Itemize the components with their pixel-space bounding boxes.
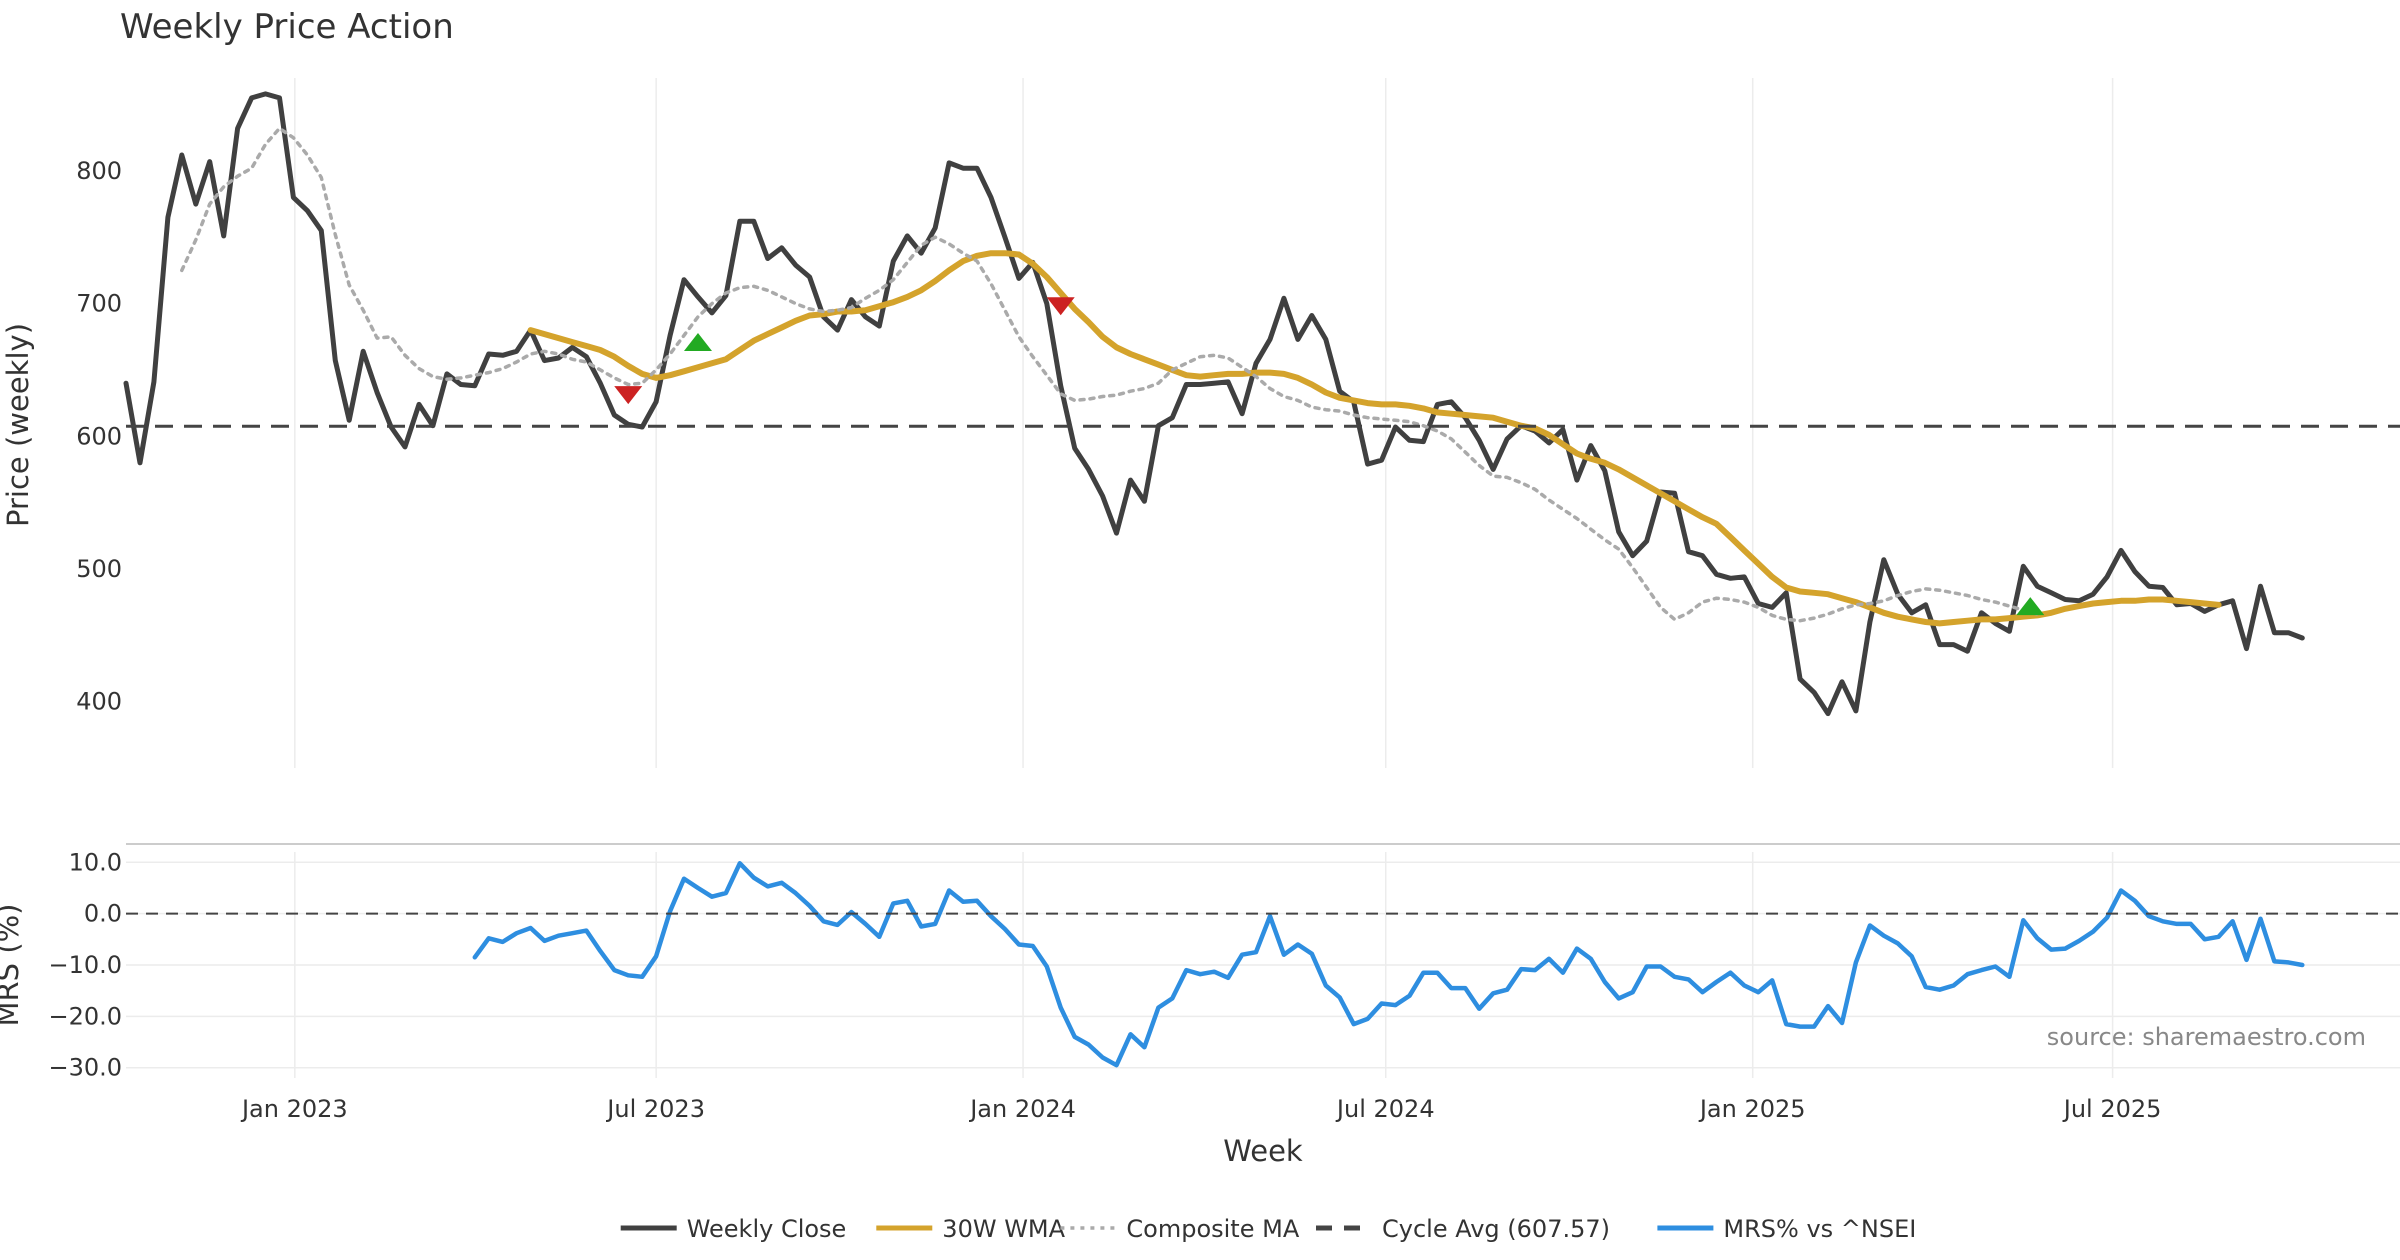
legend-label-cycle-avg-607-57: Cycle Avg (607.57) — [1382, 1215, 1610, 1243]
buy-signal-marker — [683, 333, 712, 352]
y-axis-label: MRS (%) — [0, 904, 25, 1027]
30w-wma-series — [527, 250, 2222, 627]
buy-signal-marker — [2016, 597, 2045, 616]
x-tick-label: Jan 2025 — [1698, 1095, 1806, 1123]
y-axis-label: Price (weekly) — [1, 323, 35, 527]
legend: Weekly Close 30W WMA Composite MA Cycle Avg… — [620, 1215, 1916, 1243]
x-tick-label: Jul 2024 — [1335, 1095, 1435, 1123]
sell-signal-marker — [1046, 297, 1075, 316]
x-tick-label: Jan 2023 — [240, 1095, 348, 1123]
y-tick-label: 700 — [76, 290, 122, 318]
chart-title: Weekly Price Action — [120, 7, 454, 47]
source-credit: source: sharemaestro.com — [2047, 1023, 2366, 1051]
y-tick-label: 800 — [76, 157, 122, 185]
legend-label-composite-ma: Composite MA — [1126, 1215, 1299, 1243]
y-tick-label: 500 — [76, 555, 122, 583]
price-panel: 400 500 600 700 800 Price (weekly) — [1, 78, 2400, 768]
y-tick-label: −30.0 — [48, 1054, 122, 1082]
y-tick-label: −20.0 — [48, 1002, 122, 1030]
x-axis-label: Week — [1223, 1134, 1303, 1168]
y-tick-label: 400 — [76, 688, 122, 716]
y-tick-label: −10.0 — [48, 951, 122, 979]
x-tick-label: Jul 2023 — [605, 1095, 705, 1123]
composite-ma-series — [180, 126, 2040, 623]
y-tick-label: 600 — [76, 422, 122, 450]
x-tick-label: Jan 2024 — [968, 1095, 1076, 1123]
legend-label-30w-wma: 30W WMA — [942, 1215, 1065, 1243]
sell-signal-marker — [614, 386, 643, 405]
x-tick-label: Jul 2025 — [2062, 1095, 2162, 1123]
y-tick-label: 10.0 — [69, 848, 122, 876]
weekly-close-series — [123, 91, 2305, 717]
mrs-vs-nsei-series — [472, 861, 2305, 1068]
legend-label-mrs-vs-nsei: MRS% vs ^NSEI — [1723, 1215, 1916, 1243]
y-tick-label: 0.0 — [84, 900, 122, 928]
mrs-panel: 10.0 0.0 −10.0 −20.0 −30.0 MRS (%) Jan 2023 Jul… — [0, 843, 2400, 1123]
legend-label-weekly-close: Weekly Close — [687, 1215, 847, 1243]
